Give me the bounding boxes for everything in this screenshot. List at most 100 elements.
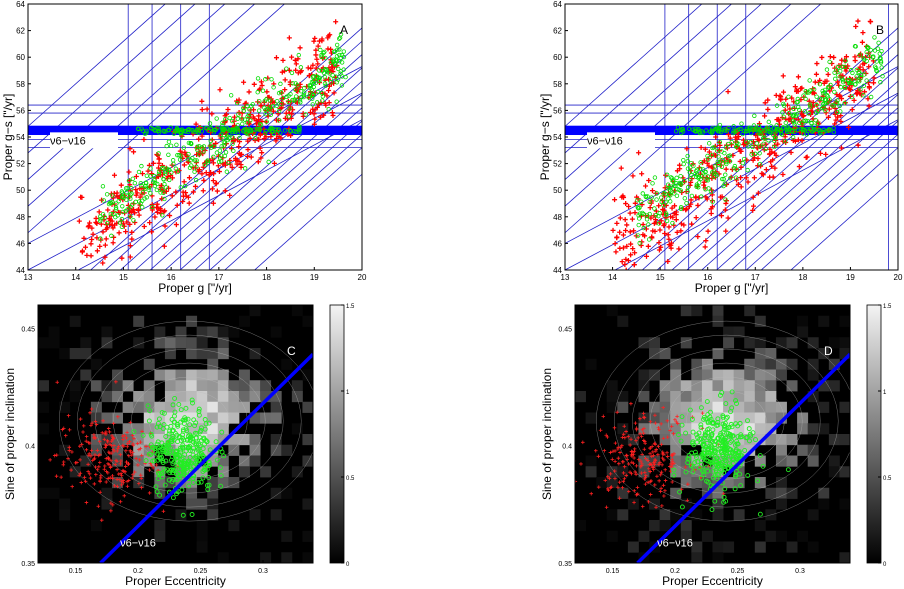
data-point	[88, 241, 94, 247]
data-point	[155, 421, 161, 426]
data-point	[786, 111, 792, 117]
data-point	[625, 457, 629, 462]
data-point	[663, 211, 669, 216]
data-point	[226, 160, 231, 166]
data-point	[106, 471, 110, 475]
heatmap-cell	[80, 337, 92, 349]
x-tick-label: 13	[24, 273, 33, 282]
heatmap-cell	[207, 348, 219, 360]
data-point	[673, 417, 677, 422]
heatmap-cell	[638, 391, 650, 403]
data-point	[821, 80, 827, 86]
heatmap-cell	[754, 401, 766, 413]
data-point	[649, 195, 654, 200]
heatmap-cell	[828, 358, 840, 370]
heatmap-cell	[765, 530, 777, 542]
data-point	[156, 128, 162, 134]
data-point	[159, 410, 165, 416]
data-point	[626, 203, 632, 209]
data-point	[635, 233, 641, 238]
data-point	[805, 128, 811, 133]
heatmap-cell	[617, 391, 629, 403]
data-point	[601, 414, 606, 419]
data-point	[627, 229, 633, 235]
data-point	[190, 128, 195, 133]
data-point	[662, 231, 668, 237]
data-point	[721, 494, 727, 500]
data-point	[877, 51, 882, 56]
data-point	[640, 191, 645, 196]
data-point	[644, 217, 650, 222]
heatmap-cell	[217, 401, 229, 413]
data-point	[77, 444, 82, 448]
data-point	[188, 460, 194, 466]
data-point	[194, 158, 199, 163]
heatmap-cell	[133, 337, 145, 349]
data-point	[706, 186, 711, 191]
heatmap-cell	[670, 509, 682, 521]
data-point	[723, 197, 728, 202]
x-tick-label: 19	[846, 273, 855, 282]
data-point	[823, 110, 829, 116]
data-point	[77, 473, 81, 478]
contour-line	[59, 320, 313, 522]
data-point	[652, 175, 658, 180]
heatmap-cell	[712, 434, 724, 446]
resonance-label: ν6−ν16	[657, 538, 693, 550]
data-point	[604, 433, 609, 438]
heatmap-cell	[302, 315, 313, 327]
data-point	[817, 96, 822, 101]
heatmap-cell	[59, 509, 71, 521]
heatmap-cell	[680, 305, 692, 317]
data-point	[737, 434, 743, 440]
data-point	[747, 438, 752, 444]
data-point	[659, 199, 664, 205]
data-point	[621, 471, 626, 475]
heatmap-cell	[680, 391, 692, 403]
data-point	[215, 125, 220, 131]
plot-area	[575, 305, 850, 563]
data-point	[147, 468, 152, 472]
data-point	[172, 430, 178, 436]
heatmap-cell	[670, 455, 682, 467]
resonance-line	[745, 134, 898, 270]
heatmap-cell	[217, 434, 229, 446]
heatmap-cell	[765, 412, 777, 424]
data-point	[878, 58, 884, 64]
heatmap-cell	[112, 477, 124, 489]
heatmap-cell	[744, 380, 756, 392]
heatmap-cell	[249, 434, 261, 446]
data-point	[253, 136, 258, 141]
data-point	[750, 194, 756, 200]
x-tick-label: 14	[608, 273, 617, 282]
resonance-lines	[565, 4, 898, 270]
data-point	[709, 130, 715, 135]
data-point	[124, 460, 129, 464]
data-point	[680, 129, 686, 134]
heatmap-cell	[786, 380, 798, 392]
data-point	[140, 429, 144, 434]
data-point	[868, 94, 874, 100]
data-point	[169, 193, 175, 199]
data-point	[786, 94, 791, 100]
heatmap-cell	[48, 337, 60, 349]
heatmap-cell	[186, 498, 198, 510]
heatmap-cell	[649, 337, 661, 349]
data-point	[121, 223, 127, 229]
heatmap-cell	[754, 455, 766, 467]
data-point	[197, 443, 203, 449]
data-point	[761, 141, 766, 147]
heatmap-cell	[839, 315, 850, 327]
data-point	[634, 438, 638, 443]
data-point	[193, 121, 199, 127]
data-point	[207, 121, 213, 126]
data-point	[656, 444, 661, 449]
data-point	[247, 135, 253, 141]
data-point	[255, 136, 261, 142]
heatmap-cell	[59, 444, 71, 456]
data-point	[117, 209, 123, 215]
data-point	[338, 71, 343, 76]
y-tick-label: 50	[553, 186, 562, 195]
data-point	[659, 442, 664, 447]
data-point	[288, 92, 293, 97]
